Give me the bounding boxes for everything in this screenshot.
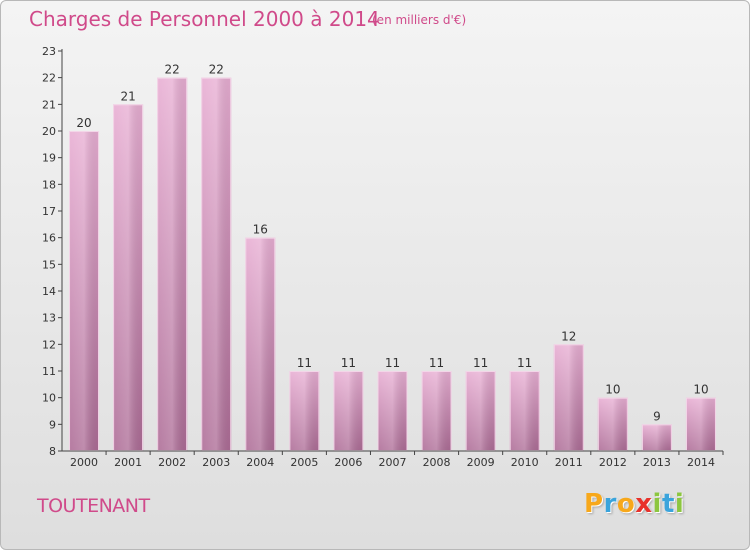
logo-letter: P — [584, 489, 604, 519]
bar-value-label: 12 — [561, 329, 576, 343]
y-tick-label: 17 — [42, 205, 56, 218]
y-tick-label: 11 — [42, 365, 56, 378]
bar-shine — [245, 237, 276, 451]
bar-shine — [685, 397, 716, 451]
y-tick-label: 13 — [42, 312, 56, 325]
y-tick-label: 12 — [42, 338, 56, 351]
logo-letter: r — [603, 489, 617, 519]
bar-value-label: 10 — [693, 383, 708, 397]
y-tick-label: 14 — [42, 285, 56, 298]
bar-shine — [69, 131, 100, 451]
bar-shine — [201, 77, 232, 452]
bar-shine — [465, 371, 496, 451]
bar-shine — [289, 371, 320, 451]
proxiti-logo[interactable]: Proxiti — [584, 489, 684, 519]
bar-value-label: 9 — [653, 409, 661, 423]
bar-shine — [157, 77, 188, 452]
bar-shine — [421, 371, 452, 451]
bar-value-label: 11 — [385, 356, 400, 370]
logo-letter: i — [652, 489, 662, 519]
y-tick-label: 10 — [42, 392, 56, 405]
y-tick-label: 20 — [42, 125, 56, 138]
bar-value-label: 11 — [473, 356, 488, 370]
chart-subtitle: (en milliers d'€) — [372, 13, 467, 27]
logo-letter: i — [674, 489, 685, 519]
logo-letter: t — [661, 489, 675, 519]
y-tick-label: 9 — [49, 418, 56, 431]
x-tick-label: 2012 — [599, 456, 627, 469]
bar-shine — [641, 424, 672, 451]
y-tick-label: 16 — [42, 232, 56, 245]
place-name: TOUTENANT — [37, 495, 150, 517]
logo-letter: x — [635, 489, 653, 519]
bar-shine — [597, 397, 628, 451]
x-tick-label: 2007 — [379, 456, 407, 469]
x-tick-label: 2011 — [555, 456, 583, 469]
y-tick-label: 15 — [42, 258, 56, 271]
bars: 20 21 22 22 16 11 11 11 11 11 11 12 10 9 10 — [69, 63, 716, 452]
x-tick-label: 2003 — [202, 456, 230, 469]
bar-shine — [553, 344, 584, 451]
logo-letter: o — [616, 489, 636, 519]
y-tick-label: 22 — [42, 72, 56, 85]
bar-shine — [333, 371, 364, 451]
bar-value-label: 22 — [209, 63, 224, 77]
x-tick-label: 2004 — [246, 456, 274, 469]
x-axis: 2000 2001 2002 2003 2004 2005 2006 2007 2008 2009… — [62, 450, 724, 469]
x-tick-label: 2000 — [70, 456, 98, 469]
bar-value-label: 22 — [165, 63, 180, 77]
bar-shine — [377, 371, 408, 451]
y-tick-label: 18 — [42, 178, 56, 191]
x-tick-label: 2009 — [467, 456, 495, 469]
x-tick-label: 2005 — [290, 456, 318, 469]
y-tick-label: 21 — [42, 98, 56, 111]
x-tick-label: 2008 — [423, 456, 451, 469]
bar-value-label: 21 — [120, 89, 135, 103]
bar-value-label: 11 — [297, 356, 312, 370]
y-tick-label: 19 — [42, 152, 56, 165]
bar-shine — [509, 371, 540, 451]
bar-value-label: 11 — [341, 356, 356, 370]
y-tick-label: 23 — [42, 45, 56, 58]
x-tick-label: 2014 — [687, 456, 715, 469]
y-tick-label: 8 — [49, 445, 56, 458]
y-axis: 8 9 10 11 12 13 14 15 16 17 18 19 20 21 22 23 — [42, 45, 63, 458]
x-tick-label: 2002 — [158, 456, 186, 469]
bar-value-label: 11 — [517, 356, 532, 370]
x-tick-label: 2013 — [643, 456, 671, 469]
x-tick-label: 2010 — [511, 456, 539, 469]
chart-title: Charges de Personnel 2000 à 2014 — [29, 7, 380, 31]
bar-value-label: 16 — [253, 223, 268, 237]
x-tick-label: 2006 — [334, 456, 362, 469]
bar-value-label: 10 — [605, 383, 620, 397]
x-tick-label: 2001 — [114, 456, 142, 469]
bar-shine — [113, 104, 144, 451]
bar-value-label: 20 — [76, 116, 91, 130]
bar-value-label: 11 — [429, 356, 444, 370]
